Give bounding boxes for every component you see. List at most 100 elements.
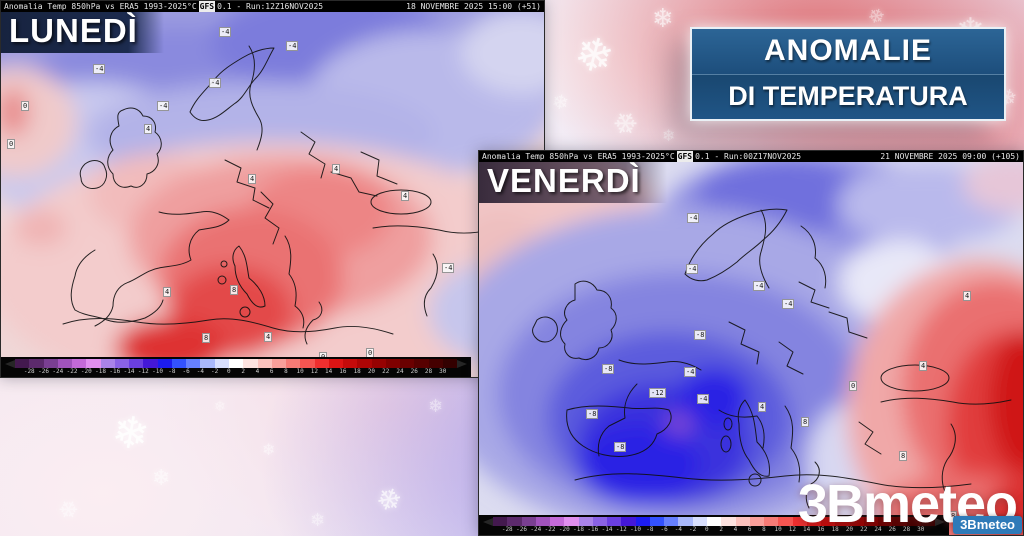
colorbar-tick-label: 12 bbox=[788, 526, 797, 533]
colorbar-tick-label: -10 bbox=[152, 368, 163, 375]
colorbar-swatch bbox=[43, 359, 58, 368]
colorbar-swatch bbox=[29, 359, 44, 368]
colorbar-tick-label: 2 bbox=[241, 368, 245, 375]
contour-label: -8 bbox=[694, 330, 707, 340]
colorbar-swatch bbox=[735, 517, 750, 526]
contour-label: 8 bbox=[202, 333, 211, 343]
colorbar-swatch bbox=[357, 359, 372, 368]
colorbar-swatch bbox=[114, 359, 130, 368]
contour-label: -8 bbox=[586, 409, 599, 419]
snowflake-icon: ❄ bbox=[310, 510, 326, 531]
colorbar-tick-label: 26 bbox=[888, 526, 896, 533]
colorbar-swatch bbox=[749, 517, 765, 526]
colorbar-swatch bbox=[86, 359, 101, 368]
colorbar-tick-label: 2 bbox=[719, 526, 723, 533]
colorbar-swatch bbox=[678, 517, 693, 526]
colorbar-tick-label: 12 bbox=[310, 368, 319, 375]
colorbar-swatch bbox=[521, 517, 536, 526]
colorbar-tick-label: 26 bbox=[410, 368, 418, 375]
colorbar-swatch bbox=[300, 359, 315, 368]
contour-label: -4 bbox=[157, 101, 170, 111]
contour-label: -4 bbox=[687, 213, 700, 223]
colorbar-swatch bbox=[849, 517, 864, 526]
colorbar: -28 -26 -24 -22 -20 -18 -16 -14 -12 -10 -8 -6 -4 -2 0 2… bbox=[1, 357, 471, 377]
colorbar-swatch bbox=[721, 517, 736, 526]
colorbar-tick-label: -28 bbox=[23, 368, 35, 375]
colorbar: -28 -26 -24 -22 -20 -18 -16 -14 -12 -10 -8 -6 -4 -2 0 2… bbox=[479, 515, 949, 535]
colorbar-swatch bbox=[385, 359, 401, 368]
colorbar-arrow-right bbox=[457, 359, 468, 368]
colorbar-swatch bbox=[428, 359, 443, 368]
colorbar-tick-label: -4 bbox=[674, 526, 682, 533]
snowflake-icon: ❄ bbox=[568, 23, 620, 87]
watermark-3b: 3B bbox=[797, 474, 865, 534]
anomaly-blobs bbox=[1, 12, 544, 377]
colorbar-swatch bbox=[400, 359, 415, 368]
colorbar-tick-label: 28 bbox=[424, 368, 433, 375]
colorbar-tick-label: 14 bbox=[803, 526, 811, 533]
day-label: VENERDÌ bbox=[487, 162, 641, 199]
colorbar-swatch bbox=[764, 517, 779, 526]
colorbar-swatch bbox=[550, 517, 565, 526]
colorbar-swatch bbox=[635, 517, 650, 526]
colorbar-tick-label: 6 bbox=[747, 526, 752, 533]
snowflake-icon: ❄ bbox=[152, 466, 171, 491]
colorbar-tick-label: -16 bbox=[587, 526, 599, 533]
model-name-chip: GFS bbox=[676, 151, 694, 162]
colorbar-swatch bbox=[257, 359, 272, 368]
colorbar-tick-label: 16 bbox=[339, 368, 347, 375]
contour-label: 8 bbox=[801, 417, 810, 427]
colorbar-tick-label: -4 bbox=[196, 368, 204, 375]
colorbar-swatch bbox=[343, 359, 358, 368]
snowflake-icon: ❄ bbox=[550, 88, 571, 116]
colorbar-tick-label: 16 bbox=[817, 526, 825, 533]
colorbar-swatch bbox=[371, 359, 386, 368]
colorbar-swatch bbox=[621, 517, 636, 526]
colorbar-swatch bbox=[414, 359, 429, 368]
colorbar-tick-label: 18 bbox=[831, 526, 839, 533]
colorbar-swatch bbox=[535, 517, 551, 526]
contour-label: -4 bbox=[684, 367, 697, 377]
contour-label: 4 bbox=[144, 124, 153, 134]
contour-label: -4 bbox=[93, 64, 106, 74]
colorbar-swatch bbox=[863, 517, 879, 526]
colorbar-tick-label: 22 bbox=[382, 368, 390, 375]
colorbar-tick-label: -12 bbox=[137, 368, 149, 375]
colorbar-tick-label: -14 bbox=[601, 526, 613, 533]
colorbar-tick-label: 4 bbox=[255, 368, 260, 375]
colorbar-swatch bbox=[129, 359, 144, 368]
colorbar-tick-label: 20 bbox=[845, 526, 854, 533]
colorbar-swatch bbox=[214, 359, 229, 368]
colorbar-tick-label: -8 bbox=[168, 368, 176, 375]
colorbar-tick-label: -8 bbox=[646, 526, 654, 533]
colorbar-swatch bbox=[692, 517, 707, 526]
anomaly-field-svg bbox=[1, 12, 544, 377]
colorbar-tick-label: 6 bbox=[269, 368, 274, 375]
anomaly-field-svg bbox=[479, 162, 1023, 535]
snowflake-icon: ❄ bbox=[428, 396, 444, 417]
model-run: 0.1 - Run:00Z17NOV2025 bbox=[695, 152, 802, 161]
contour-label: 0 bbox=[849, 381, 858, 391]
colorbar-swatch bbox=[920, 517, 936, 526]
colorbar-swatch bbox=[835, 517, 850, 526]
contour-label: 4 bbox=[264, 332, 273, 342]
model-header: Anomalia Temp 850hPa vs ERA5 1993-2025°C… bbox=[1, 1, 544, 12]
colorbar-tick-label: 30 bbox=[439, 368, 447, 375]
colorbar-swatch bbox=[200, 359, 215, 368]
colorbar-swatch bbox=[649, 517, 665, 526]
colorbar-tick-label: 30 bbox=[917, 526, 925, 533]
colorbar-swatch bbox=[607, 517, 622, 526]
colorbar-tick-label: -24 bbox=[530, 526, 542, 533]
model-run-info: Anomalia Temp 850hPa vs ERA5 1993-2025°C… bbox=[4, 1, 323, 12]
day-label: LUNEDÌ bbox=[9, 12, 138, 49]
day-label-box: LUNEDÌ bbox=[1, 12, 164, 53]
colorbar-swatch bbox=[821, 517, 836, 526]
colorbar-swatch bbox=[314, 359, 329, 368]
map-panel-friday: Anomalia Temp 850hPa vs ERA5 1993-2025°C… bbox=[478, 150, 1024, 536]
colorbar-tick-label: -20 bbox=[558, 526, 570, 533]
colorbar-swatch bbox=[806, 517, 822, 526]
colorbar-swatch bbox=[57, 359, 73, 368]
colorbar-swatch bbox=[186, 359, 201, 368]
colorbar-tick-label: -6 bbox=[660, 526, 668, 533]
colorbar-tick-label: -24 bbox=[52, 368, 64, 375]
